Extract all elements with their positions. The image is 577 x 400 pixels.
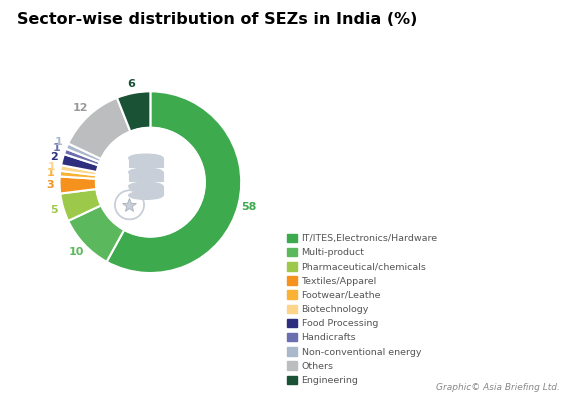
Text: 10: 10 <box>69 247 84 257</box>
Text: 1: 1 <box>47 168 55 178</box>
Wedge shape <box>68 205 124 262</box>
Bar <box>129 172 163 181</box>
Text: Sector-wise distribution of SEZs in India (%): Sector-wise distribution of SEZs in Indi… <box>17 12 418 27</box>
Wedge shape <box>117 91 151 132</box>
Circle shape <box>96 128 205 237</box>
Legend: IT/ITES,Electronics/Hardware, Multi-product, Pharmaceutical/chemicals, Textiles/: IT/ITES,Electronics/Hardware, Multi-prod… <box>287 234 438 385</box>
Text: 1: 1 <box>55 138 62 148</box>
Wedge shape <box>60 189 101 221</box>
Text: 1: 1 <box>53 143 60 153</box>
Circle shape <box>115 190 144 220</box>
Wedge shape <box>66 144 101 162</box>
Wedge shape <box>107 91 241 273</box>
Text: 5: 5 <box>51 205 58 215</box>
Bar <box>129 186 163 195</box>
Bar <box>129 158 163 167</box>
Text: 58: 58 <box>241 202 257 212</box>
Wedge shape <box>59 176 96 194</box>
Text: 2: 2 <box>50 152 58 162</box>
Ellipse shape <box>129 168 163 176</box>
Text: 3: 3 <box>47 180 54 190</box>
Wedge shape <box>61 154 99 172</box>
Wedge shape <box>68 98 130 159</box>
Text: 12: 12 <box>73 103 88 113</box>
Wedge shape <box>60 171 96 179</box>
Ellipse shape <box>129 191 163 200</box>
Text: 6: 6 <box>128 79 136 89</box>
Wedge shape <box>60 165 97 175</box>
Text: 1: 1 <box>48 162 55 172</box>
Ellipse shape <box>129 182 163 190</box>
Wedge shape <box>64 149 100 165</box>
Text: Graphic© Asia Briefing Ltd.: Graphic© Asia Briefing Ltd. <box>436 383 560 392</box>
Ellipse shape <box>129 154 163 162</box>
